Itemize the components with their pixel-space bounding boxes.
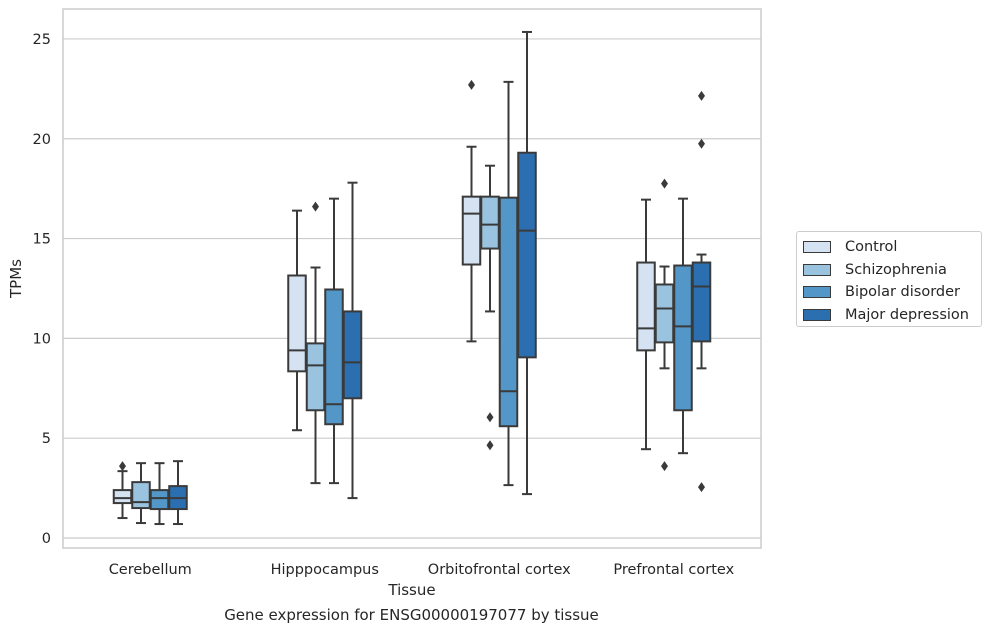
outlier-point (312, 201, 319, 212)
legend-swatch (803, 263, 831, 276)
chart-legend: Control Schizophrenia Bipolar disorder Majo… (796, 231, 982, 327)
x-tick-label: Hipppocampus (271, 562, 379, 578)
outlier-point (698, 482, 705, 493)
outlier-point (661, 461, 668, 472)
x-tick-label: Cerebellum (109, 562, 192, 578)
legend-swatch (803, 286, 831, 299)
legend-swatch (803, 308, 831, 321)
legend-swatch (803, 241, 831, 254)
outlier-point (698, 138, 705, 149)
y-tick-label: 5 (42, 431, 51, 447)
box-bipolar-disorder (149, 489, 170, 511)
box-bipolar-disorder (673, 264, 693, 412)
plot-area-frame (62, 8, 762, 549)
box-major-depression (342, 310, 363, 400)
legend-label: Bipolar disorder (845, 284, 960, 301)
y-tick-label: 0 (42, 531, 51, 547)
box-control (636, 261, 656, 352)
x-tick-label: Prefrontal cortex (613, 562, 734, 578)
box-schizophrenia (654, 283, 675, 344)
box-control (112, 489, 133, 505)
box-major-depression (517, 151, 537, 359)
outlier-point (486, 440, 494, 451)
outlier-point (698, 90, 705, 101)
x-axis-label: Tissue (387, 581, 435, 599)
box-schizophrenia (131, 481, 151, 510)
legend-item: Schizophrenia (803, 259, 981, 282)
legend-label: Control (845, 239, 898, 256)
outlier-point (486, 412, 494, 423)
legend-item: Major depression (803, 304, 981, 327)
y-tick-label: 25 (33, 32, 51, 48)
outlier-point (468, 79, 475, 90)
legend-item: Bipolar disorder (803, 281, 981, 304)
legend-label: Schizophrenia (845, 261, 947, 278)
outlier-point (661, 178, 668, 189)
box-schizophrenia (305, 342, 326, 412)
y-tick-label: 20 (33, 132, 51, 148)
box-schizophrenia (480, 195, 500, 250)
x-tick-label: Orbitofrontal cortex (428, 562, 571, 578)
y-tick-label: 15 (33, 232, 51, 248)
figure-caption: Gene expression for ENSG00000197077 by t… (224, 606, 599, 624)
y-axis-label: TPMs (7, 259, 25, 299)
box-control (287, 274, 307, 373)
box-major-depression (691, 261, 712, 343)
legend-item: Control (803, 236, 981, 259)
y-tick-label: 10 (33, 331, 51, 347)
box-control (461, 195, 482, 266)
legend-label: Major depression (845, 306, 969, 323)
outlier-point (119, 461, 126, 472)
